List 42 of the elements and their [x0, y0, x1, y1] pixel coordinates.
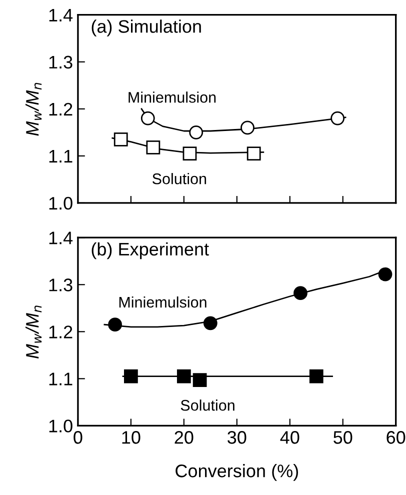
point [378, 267, 392, 282]
x-tick-label: 10 [122, 431, 140, 444]
y-tick-label: 1.0 [49, 420, 72, 432]
y-tick-label: 1.3 [49, 278, 72, 292]
y-tick-label: 1.2 [49, 326, 72, 338]
x-axis-title: Conversion (%) [176, 464, 298, 481]
x-tick-label: 0 [74, 431, 82, 444]
y-tick-label: 1.4 [49, 8, 73, 22]
x-tick-label: 60 [386, 431, 406, 444]
x-tick-label: 50 [334, 431, 352, 444]
point [108, 318, 122, 332]
annotation: (b) Experiment [92, 242, 209, 260]
y-axis-title: M$_{w}$/M$_{n}$ [26, 306, 42, 359]
point [246, 146, 261, 161]
point [203, 316, 218, 330]
y-axis-title: M$_{w}$/M$_{n}$ [26, 82, 42, 136]
series-label: Solution [152, 173, 206, 184]
point [309, 369, 324, 384]
y-tick-label: 1.3 [49, 56, 72, 69]
point [182, 146, 197, 161]
x-tick-label: 30 [228, 431, 246, 444]
annotation: (a) Simulation [92, 20, 201, 36]
y-tick-label: 1.0 [49, 196, 72, 210]
point [240, 120, 254, 135]
point [189, 125, 204, 140]
point [176, 369, 191, 384]
point [294, 286, 308, 300]
y-tick-label: 1.4 [49, 232, 73, 244]
y-tick-label: 1.2 [49, 102, 72, 116]
y-tick-label: 1.1 [49, 372, 72, 386]
point [192, 373, 207, 388]
x-tick-label: 20 [174, 431, 194, 444]
y-tick-label: 1.1 [49, 150, 72, 162]
point [330, 111, 345, 126]
point [124, 369, 138, 384]
series-label: Miniemulsion [119, 296, 206, 308]
x-tick-label: 40 [280, 431, 300, 444]
point [114, 132, 128, 146]
series-label: Miniemulsion [128, 92, 216, 103]
series-label: Solution [180, 400, 234, 411]
point [146, 140, 160, 154]
point [140, 111, 155, 126]
